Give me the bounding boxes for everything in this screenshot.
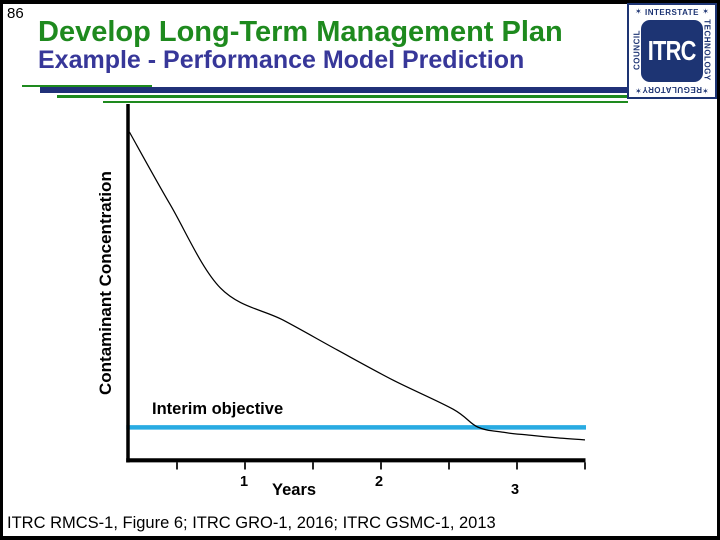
x-tick-label-1: 1 [239,474,249,490]
title-separator-green-accent [22,85,152,87]
title-separator-navy-line [40,87,628,93]
star-icon: ✶ [702,86,709,95]
logo-itrc-mark: ITRC [641,20,703,82]
citation-text: ITRC RMCS-1, Figure 6; ITRC GRO-1, 2016;… [7,514,496,532]
title-separator-green-thin-line [103,101,628,103]
itrc-logo: ✶ INTERSTATE ✶ COUNCIL TECHNOLOGY ITRC ✶… [627,3,717,99]
x-tick-label-3: 3 [510,482,520,498]
x-axis-label: Years [272,481,317,499]
slide-title: Develop Long-Term Management Plan [38,16,563,48]
star-icon: ✶ [702,7,709,16]
logo-interstate-label: INTERSTATE [644,8,700,17]
interim-objective-label: Interim objective [152,400,284,418]
logo-itrc-text: ITRC [648,35,697,66]
slide-number: 86 [7,5,24,22]
slide-subtitle: Example - Performance Model Prediction [38,46,525,74]
star-icon: ✶ [635,7,642,16]
title-separator-green-line [57,95,628,98]
x-tick-label-2: 2 [374,474,384,490]
y-axis-label: Contaminant Concentration [96,171,115,395]
logo-technology-label: TECHNOLOGY [702,19,712,81]
